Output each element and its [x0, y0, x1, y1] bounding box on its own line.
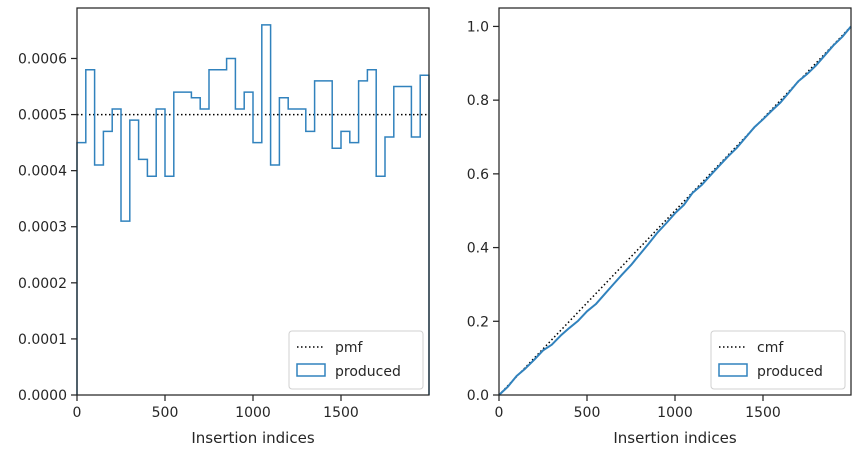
x-tick-label: 1500: [323, 405, 359, 421]
y-tick-label: 0.0006: [18, 51, 67, 67]
x-axis-label: Insertion indices: [191, 429, 314, 447]
legend-box: [288, 330, 424, 390]
x-tick-label: 1000: [657, 405, 693, 421]
produced-cumulative-line: [498, 25, 852, 396]
x-tick-label: 500: [574, 405, 601, 421]
x-tick-label: 1000: [235, 405, 271, 421]
y-tick-label: 0.0003: [18, 220, 67, 236]
cmf-chart: 0 500 1000 1500 0.0 0.2 0.4 0.6 0.8 1.0 Insertion …: [467, 7, 852, 447]
legend-produced-swatch: [718, 363, 748, 377]
pmf-chart: 0 500 1000 1500 0.0000 0.0001 0.0002 0.0003 0.00…: [18, 7, 430, 447]
plot-area: [76, 24, 430, 395]
legend-cmf-label: cmf: [757, 340, 784, 356]
legend-box: [710, 330, 846, 390]
y-tick-label: 0.0: [467, 388, 489, 404]
y-tick-label: 0.8: [467, 93, 489, 109]
x-tick-label: 0: [73, 405, 82, 421]
y-tick-label: 1.0: [467, 19, 489, 35]
y-tick-label: 0.0002: [18, 276, 67, 292]
plot-area: [498, 25, 852, 396]
y-tick-label: 0.0001: [18, 332, 67, 348]
y-tick-label: 0.0005: [18, 108, 67, 124]
y-tick-label: 0.0004: [18, 164, 67, 180]
y-tick-label: 0.6: [467, 167, 489, 183]
y-tick-label: 0.0000: [18, 388, 67, 404]
legend-produced-label: produced: [757, 364, 823, 380]
produced-histogram: [76, 24, 430, 395]
legend-produced-swatch: [296, 363, 326, 377]
x-tick-label: 0: [495, 405, 504, 421]
x-axis-label: Insertion indices: [613, 429, 736, 447]
legend-pmf-label: pmf: [335, 340, 364, 356]
x-tick-label: 500: [152, 405, 179, 421]
x-tick-label: 1500: [745, 405, 781, 421]
legend-produced-label: produced: [335, 364, 401, 380]
y-tick-label: 0.4: [467, 241, 489, 257]
y-tick-label: 0.2: [467, 314, 489, 330]
